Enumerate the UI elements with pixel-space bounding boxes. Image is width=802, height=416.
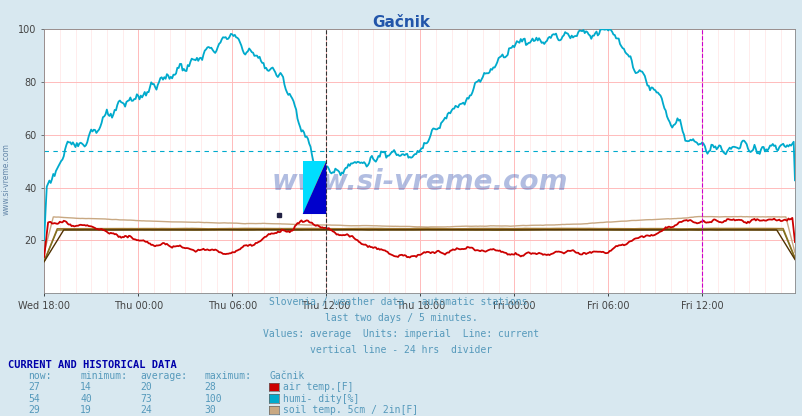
Text: soil temp. 5cm / 2in[F]: soil temp. 5cm / 2in[F]: [283, 405, 418, 415]
Text: 40: 40: [80, 394, 92, 404]
Text: Gačnik: Gačnik: [372, 15, 430, 30]
Polygon shape: [302, 161, 326, 214]
Text: 20: 20: [140, 382, 152, 392]
Text: last two days / 5 minutes.: last two days / 5 minutes.: [325, 313, 477, 323]
Text: 73: 73: [140, 394, 152, 404]
Text: vertical line - 24 hrs  divider: vertical line - 24 hrs divider: [310, 345, 492, 355]
Text: humi- dity[%]: humi- dity[%]: [283, 394, 359, 404]
Text: now:: now:: [28, 371, 51, 381]
Text: Gačnik: Gačnik: [269, 371, 304, 381]
Text: 100: 100: [205, 394, 222, 404]
Text: www.si-vreme.com: www.si-vreme.com: [2, 143, 11, 215]
Text: 28: 28: [205, 382, 217, 392]
Text: 30: 30: [205, 405, 217, 415]
Text: maximum:: maximum:: [205, 371, 252, 381]
Text: 14: 14: [80, 382, 92, 392]
Text: www.si-vreme.com: www.si-vreme.com: [271, 168, 567, 196]
Text: 19: 19: [80, 405, 92, 415]
Text: 27: 27: [28, 382, 40, 392]
Text: 54: 54: [28, 394, 40, 404]
Polygon shape: [302, 161, 326, 214]
Text: average:: average:: [140, 371, 188, 381]
Text: minimum:: minimum:: [80, 371, 128, 381]
Text: Slovenia / weather data - automatic stations.: Slovenia / weather data - automatic stat…: [269, 297, 533, 307]
Text: 29: 29: [28, 405, 40, 415]
Bar: [302, 161, 326, 214]
Text: CURRENT AND HISTORICAL DATA: CURRENT AND HISTORICAL DATA: [8, 360, 176, 370]
Text: 24: 24: [140, 405, 152, 415]
Text: Values: average  Units: imperial  Line: current: Values: average Units: imperial Line: cu…: [263, 329, 539, 339]
Text: air temp.[F]: air temp.[F]: [283, 382, 354, 392]
